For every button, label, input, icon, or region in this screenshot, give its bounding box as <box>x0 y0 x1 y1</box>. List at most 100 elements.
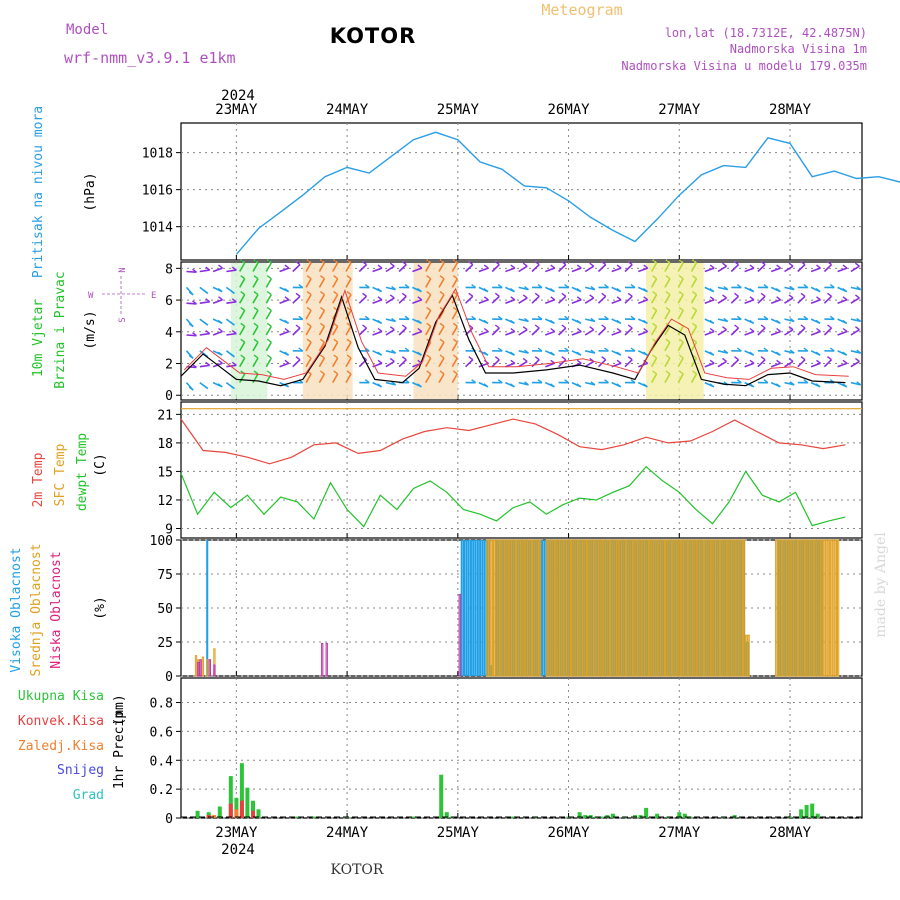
wind-barb <box>531 264 540 273</box>
wind-barb <box>451 262 458 272</box>
cloud-mid-bar <box>548 539 551 677</box>
wind-barb <box>332 373 339 383</box>
wind-barb-tip <box>188 354 194 359</box>
wind-barb <box>638 267 648 273</box>
wind-barb <box>438 373 445 383</box>
wind-barb <box>345 294 352 304</box>
wind-barb-tip <box>306 338 312 343</box>
wind-barb <box>305 373 312 383</box>
wind-barb-tip <box>389 357 395 362</box>
wind-barb <box>385 265 395 273</box>
cloud-mid-bar <box>729 539 732 677</box>
cloud-low-bar <box>325 642 328 677</box>
wind-barb-tip <box>510 351 515 356</box>
cloud-high-bar <box>481 540 484 676</box>
wind-barb-tip <box>842 351 848 356</box>
wind-barb-tip <box>829 284 835 289</box>
cloud-mid-bar <box>678 539 682 677</box>
cloud-mid-bar <box>566 539 569 677</box>
wind-barb-tip <box>789 381 795 386</box>
wind-barb-tip <box>266 291 272 296</box>
wind-barb <box>717 360 727 368</box>
wind-barb-tip <box>601 292 607 297</box>
wind-barb-tip <box>576 327 582 333</box>
wind-barb <box>239 341 246 352</box>
wind-barb-tip <box>576 264 582 269</box>
wind-barb-tip <box>734 292 739 297</box>
wind-barb <box>810 299 821 304</box>
wind-barb <box>332 278 339 288</box>
wind-barb <box>305 278 312 288</box>
wind-barb-tip <box>788 326 794 331</box>
wind-barb <box>797 359 806 368</box>
wind-barb <box>638 330 648 336</box>
wind-barb <box>677 373 684 383</box>
wind-barb-tip <box>266 322 272 327</box>
wind-barb-tip <box>524 286 529 291</box>
wind-barb-tip <box>643 296 649 301</box>
wind-barb <box>252 357 259 368</box>
wind-ytick-label: 8 <box>165 262 173 277</box>
wind-barb-tip <box>854 262 860 267</box>
footer-station: KOTOR <box>331 862 384 878</box>
wind-barb-tip <box>205 330 211 335</box>
wind-barb-tip <box>306 259 312 264</box>
cloud-mid-bar <box>571 539 574 677</box>
cloud-mid-label: Srednja Oblacnost <box>29 543 44 676</box>
wind-barb-tip <box>561 261 567 266</box>
wind-barb-tip <box>253 338 259 343</box>
wind-barb-tip <box>842 296 848 301</box>
wind-barb-tip <box>723 317 729 322</box>
wind-barb-tip <box>231 298 237 303</box>
cloud-high-bar <box>469 540 472 676</box>
precip-total-bar <box>239 763 244 818</box>
temperature-ytick-label: 18 <box>157 437 173 452</box>
wind-barb <box>757 295 766 304</box>
wind-barb <box>491 264 500 273</box>
wind-barb-tip <box>284 319 290 324</box>
cloud-high-bar <box>543 540 546 676</box>
cloud-mid-bar <box>653 539 656 677</box>
cloud-mid-bar <box>837 539 840 677</box>
cloud-high-bar <box>472 540 475 676</box>
wind-barb-tip <box>604 379 609 384</box>
cloud-high-bar <box>479 540 482 676</box>
bottom-date-label: 26MAY <box>547 825 590 841</box>
wind-barb-tip <box>627 356 633 361</box>
cloud-mid-bar <box>545 539 549 677</box>
cloud-mid-bar <box>795 539 798 677</box>
wind-barb-tip <box>333 338 339 343</box>
cloud-mid-bar <box>816 539 819 677</box>
wind-barb <box>744 362 755 368</box>
top-date-label: 24MAY <box>326 102 369 118</box>
wind-barb <box>318 357 326 368</box>
cloud-mid-bar <box>802 539 805 677</box>
wind-barb <box>305 325 312 336</box>
wind-barb-tip <box>604 284 609 289</box>
wind-barb-tip <box>203 385 209 390</box>
cloud-mid-bar <box>518 539 521 677</box>
wind-barb <box>837 362 848 368</box>
wind-barb-tip <box>722 294 727 299</box>
wind-barb-tip <box>452 275 458 280</box>
cloud-mid-bar <box>646 539 649 677</box>
wind-barb-tip <box>789 349 795 354</box>
model-elevation-text: Nadmorska Visina u modelu 179.035m <box>621 59 867 73</box>
wind-barb-tip <box>364 315 370 320</box>
wind-barb-tip <box>192 300 197 305</box>
wind-barb-tip <box>188 291 194 296</box>
wind-highlight-band <box>230 263 268 399</box>
wind-barb <box>345 341 352 352</box>
wind-barb <box>545 362 555 368</box>
wind-barb-tip <box>652 306 658 311</box>
cloud-high-label: Visoka Oblacnost <box>9 547 24 672</box>
precip-ytick-label: 0 <box>165 812 173 827</box>
wind-barb-tip <box>829 315 835 320</box>
cloud-mid-bar <box>722 539 725 677</box>
wind-barb-tip <box>789 317 795 322</box>
wind-barb <box>611 267 622 273</box>
wind-barb <box>677 357 684 368</box>
wind-barb-tip <box>192 268 197 273</box>
wind-barb-tip <box>534 292 540 297</box>
wind-barb <box>358 264 368 273</box>
